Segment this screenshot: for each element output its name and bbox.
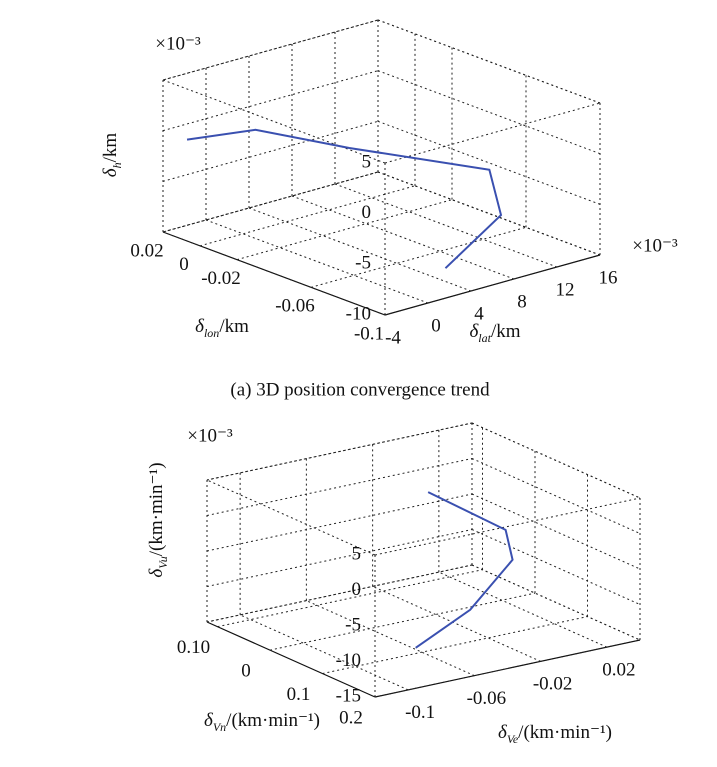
z-tick-label: -10 — [336, 650, 361, 671]
axis-unit: /(km·min⁻¹) — [226, 710, 320, 731]
box-edge — [374, 497, 641, 556]
axis-subscript: lat — [478, 331, 491, 345]
y-tick-label: 0 — [179, 254, 189, 275]
axis-unit: /(km·min⁻¹) — [518, 722, 612, 743]
grid-line — [438, 571, 608, 648]
box-edge — [206, 621, 376, 698]
y-tick-label: -0.1 — [354, 323, 384, 344]
x-tick-label: 8 — [517, 291, 527, 312]
x-tick-label: 4 — [474, 303, 484, 324]
grid-line — [310, 226, 527, 288]
x-tick-label: 12 — [556, 279, 575, 300]
y-tick-label: -0.02 — [201, 268, 241, 289]
grid-line — [374, 639, 641, 698]
box-edge — [206, 479, 376, 556]
zlabel-axis-label: δh/km — [100, 133, 123, 178]
box-edge — [384, 102, 601, 164]
trajectory — [415, 491, 514, 649]
axis-unit: /km — [219, 316, 249, 337]
z-tick-label: 5 — [362, 151, 372, 172]
grid-line — [471, 529, 641, 605]
grid-line — [206, 422, 473, 481]
grid-line — [206, 564, 473, 623]
y-tick-label: 0.2 — [339, 707, 363, 728]
zlabel-axis-label: δVu/(km·min⁻¹) — [146, 462, 169, 577]
y-tick-label: 0.02 — [130, 240, 163, 261]
x-tick-label: -0.06 — [467, 688, 507, 709]
grid-line — [162, 70, 379, 132]
z-tick-label: 0 — [362, 202, 372, 223]
grid-line — [269, 592, 536, 651]
axis-unit: /km — [100, 133, 121, 163]
axis-unit: /(km·min⁻¹) — [146, 462, 167, 556]
x-tick-label: 0 — [431, 315, 441, 336]
axis-subscript: Ve — [507, 732, 519, 746]
axis-symbol: δ — [100, 167, 121, 177]
grid-line — [471, 493, 641, 570]
grid-line — [471, 564, 641, 641]
grid-line — [377, 171, 601, 256]
axis-exponent: ×10⁻³ — [155, 33, 201, 54]
xlabel-axis-label: δlat/km — [469, 321, 520, 344]
axis-subscript: Vn — [213, 720, 226, 734]
grid-line — [206, 458, 473, 516]
z-tick-label: 0 — [352, 579, 362, 600]
grid-line — [162, 120, 379, 182]
axis-exponent: ×10⁻³ — [632, 235, 678, 256]
grid-line — [372, 585, 541, 662]
y-tick-label: 0 — [241, 660, 251, 681]
grid-line — [377, 70, 601, 155]
axis-exponent: ×10⁻³ — [187, 425, 233, 446]
y-tick-label: 0.1 — [287, 684, 311, 705]
x-tick-label: 0.02 — [602, 659, 635, 680]
axis-subscript: lon — [204, 326, 219, 340]
grid-line — [162, 171, 379, 233]
axis-unit: /km — [491, 321, 521, 342]
grid-line — [205, 219, 429, 304]
z-tick-label: -15 — [336, 685, 361, 706]
grid-line — [471, 422, 641, 499]
ylabel-axis-label: δVn/(km·min⁻¹) — [204, 710, 320, 733]
y-tick-label: -0.06 — [275, 296, 315, 317]
y-tick-label: 0.10 — [177, 637, 210, 658]
z-tick-label: 5 — [352, 543, 362, 564]
axis-symbol: δ — [498, 722, 508, 743]
caption: (a) 3D position convergence trend — [230, 379, 490, 400]
ylabel-axis-label: δlon/km — [195, 316, 249, 339]
x-tick-label: -0.1 — [405, 702, 435, 723]
z-tick-label: -10 — [346, 303, 371, 324]
z-tick-label: -5 — [355, 253, 371, 274]
grid-line — [306, 600, 475, 677]
axis-symbol: δ — [195, 316, 205, 337]
grid-line — [206, 493, 473, 552]
grid-line — [384, 254, 601, 316]
axis-subscript: Vu — [156, 556, 170, 568]
axis-symbol: δ — [146, 568, 167, 578]
x-tick-label: -4 — [385, 327, 401, 348]
xlabel-axis-label: δVe/(km·min⁻¹) — [498, 722, 612, 745]
grid-line — [377, 120, 601, 205]
grid-line — [322, 616, 588, 675]
axis-symbol: δ — [469, 321, 479, 342]
grid-line — [471, 458, 641, 534]
grid-line — [199, 185, 416, 247]
grid-line — [239, 614, 409, 691]
axis-subscript: h — [110, 162, 124, 168]
grid-line — [291, 195, 515, 280]
grid-line — [206, 529, 473, 587]
grid-line — [162, 19, 379, 81]
grid-line — [377, 19, 601, 104]
z-tick-label: -5 — [345, 614, 361, 635]
trajectory — [186, 128, 503, 269]
grid-line — [217, 569, 483, 628]
grid-line — [248, 207, 472, 292]
x-tick-label: 16 — [599, 267, 618, 288]
axis-symbol: δ — [204, 710, 214, 731]
grid-line — [236, 199, 453, 261]
x-tick-label: -0.02 — [533, 674, 573, 695]
